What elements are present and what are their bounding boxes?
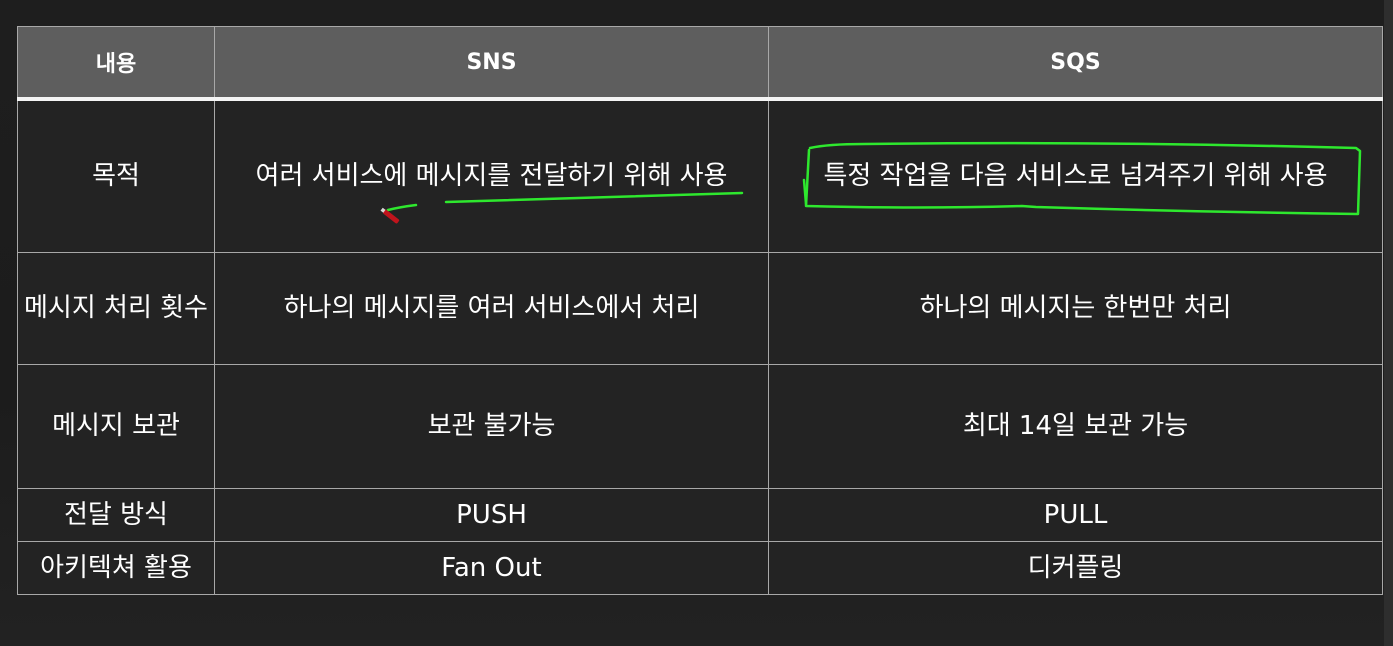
sqs-processing-cell: 하나의 메시지는 한번만 처리: [768, 252, 1383, 365]
sns-purpose-cell: 여러 서비스에 메시지를 전달하기 위해 사용: [214, 98, 769, 253]
row-label-retention: 메시지 보관: [17, 364, 215, 489]
header-content: 내용: [17, 26, 215, 101]
sns-architecture-cell: Fan Out: [214, 541, 769, 595]
table-row: 전달 방식 PUSH PULL: [17, 488, 1383, 542]
sqs-delivery-cell: PULL: [768, 488, 1383, 542]
row-label-processing-count: 메시지 처리 횟수: [17, 252, 215, 365]
row-label-delivery: 전달 방식: [17, 488, 215, 542]
row-label-purpose: 목적: [17, 98, 215, 253]
sqs-architecture-cell: 디커플링: [768, 541, 1383, 595]
header-sns: SNS: [214, 26, 769, 101]
header-sqs: SQS: [768, 26, 1383, 101]
table-row: 메시지 처리 횟수 하나의 메시지를 여러 서비스에서 처리 하나의 메시지는 …: [17, 252, 1383, 365]
sns-delivery-cell: PUSH: [214, 488, 769, 542]
table-row: 목적 여러 서비스에 메시지를 전달하기 위해 사용 특정 작업을 다음 서비스…: [17, 98, 1383, 253]
sqs-purpose-cell: 특정 작업을 다음 서비스로 넘겨주기 위해 사용: [768, 98, 1383, 253]
sns-retention-cell: 보관 불가능: [214, 364, 769, 489]
table-header-row: 내용 SNS SQS: [17, 26, 1383, 101]
sns-sqs-comparison-table: 내용 SNS SQS 목적 여러 서비스에 메시지를 전달하기 위해 사용 특정…: [17, 26, 1383, 595]
table-row: 메시지 보관 보관 불가능 최대 14일 보관 가능: [17, 364, 1383, 489]
sqs-retention-cell: 최대 14일 보관 가능: [768, 364, 1383, 489]
table-row: 아키텍쳐 활용 Fan Out 디커플링: [17, 541, 1383, 595]
window-edge: [1384, 0, 1393, 646]
row-label-architecture: 아키텍쳐 활용: [17, 541, 215, 595]
sns-processing-cell: 하나의 메시지를 여러 서비스에서 처리: [214, 252, 769, 365]
